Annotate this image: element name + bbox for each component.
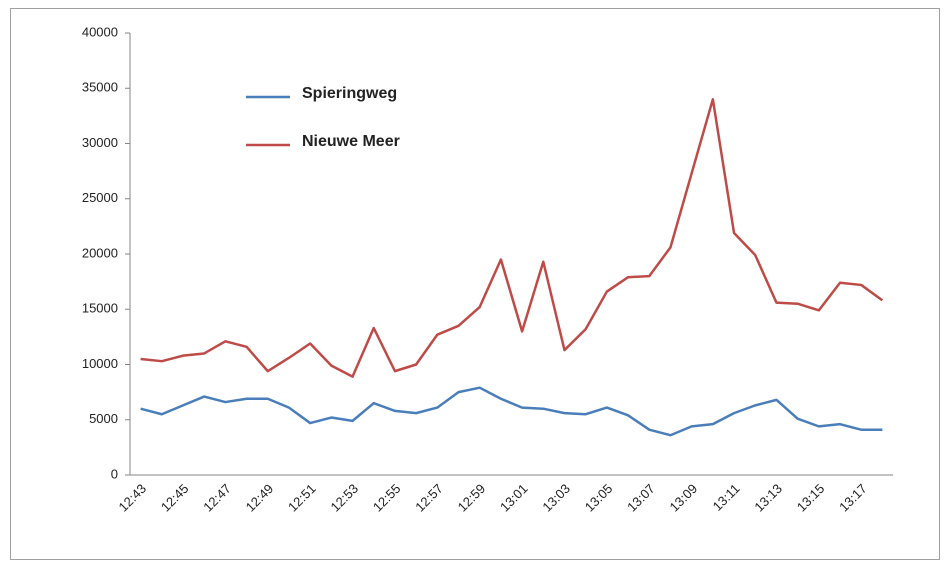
- y-tick-label: 35000: [82, 80, 118, 95]
- series-line: [140, 386, 883, 437]
- legend-label: Spieringweg: [302, 85, 397, 102]
- legend-label: Nieuwe Meer: [302, 133, 400, 150]
- series-line: [140, 98, 884, 378]
- y-tick-label: 0: [111, 466, 118, 481]
- y-tick-label: 25000: [82, 190, 118, 205]
- y-tick-label: 20000: [82, 245, 118, 260]
- chart-frame: [10, 8, 940, 560]
- y-tick-label: 15000: [82, 301, 118, 316]
- y-tick-label: 10000: [82, 356, 118, 371]
- y-tick-label: 30000: [82, 135, 118, 150]
- y-tick-label: 40000: [82, 24, 118, 39]
- y-tick-label: 5000: [89, 411, 118, 426]
